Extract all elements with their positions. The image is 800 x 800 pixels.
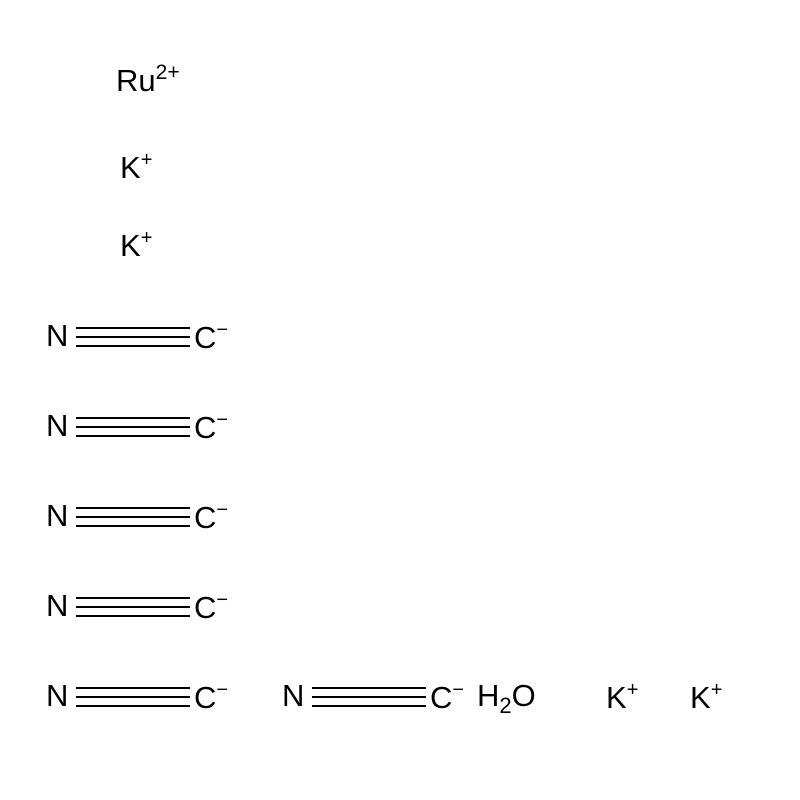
k-symbol: K [120, 150, 141, 185]
o-symbol: O [512, 678, 536, 713]
ru-symbol: Ru [116, 63, 156, 98]
triple-bond-line [76, 525, 190, 527]
triple-bond-line [312, 687, 426, 689]
triple-bond-line [312, 705, 426, 707]
triple-bond-line [76, 336, 190, 338]
triple-bond-line [76, 606, 190, 608]
triple-bond-line [76, 687, 190, 689]
c-symbol: C [194, 320, 216, 355]
triple-bond-line [76, 507, 190, 509]
ru-charge: 2+ [156, 61, 180, 84]
h2-sub: 2 [499, 693, 511, 718]
water: H2O [477, 680, 536, 717]
cn-N: N [46, 680, 68, 711]
triple-bond-line [76, 327, 190, 329]
c-minus: − [452, 679, 464, 701]
cn-C-minus: C− [430, 680, 464, 713]
k-symbol: K [690, 680, 711, 715]
k-plus: + [141, 149, 153, 171]
k-symbol: K [120, 228, 141, 263]
c-symbol: C [194, 500, 216, 535]
c-minus: − [216, 499, 228, 521]
h-symbol: H [477, 678, 499, 713]
k-symbol: K [606, 680, 627, 715]
ion-k-4: K+ [690, 680, 722, 713]
cn-N: N [46, 410, 68, 441]
cn-N: N [46, 590, 68, 621]
c-minus: − [216, 409, 228, 431]
triple-bond-line [312, 696, 426, 698]
c-symbol: C [194, 680, 216, 715]
c-minus: − [216, 319, 228, 341]
ion-k-2: K+ [120, 228, 152, 261]
cn-N: N [282, 680, 304, 711]
c-symbol: C [194, 590, 216, 625]
c-minus: − [216, 589, 228, 611]
chemical-structure-canvas: Ru2+ K+ K+ N C− N C− N C− N C− N C− N [0, 0, 800, 800]
k-plus: + [627, 679, 639, 701]
cn-N: N [46, 320, 68, 351]
cn-C-minus: C− [194, 680, 228, 713]
ion-ru: Ru2+ [116, 62, 180, 96]
triple-bond-line [76, 615, 190, 617]
ion-k-1: K+ [120, 150, 152, 183]
triple-bond-line [76, 345, 190, 347]
cn-N: N [46, 500, 68, 531]
k-plus: + [711, 679, 723, 701]
c-symbol: C [430, 680, 452, 715]
cn-C-minus: C− [194, 590, 228, 623]
cn-C-minus: C− [194, 320, 228, 353]
triple-bond-line [76, 435, 190, 437]
cn-C-minus: C− [194, 500, 228, 533]
cn-C-minus: C− [194, 410, 228, 443]
triple-bond-line [76, 696, 190, 698]
c-minus: − [216, 679, 228, 701]
triple-bond-line [76, 705, 190, 707]
triple-bond-line [76, 516, 190, 518]
triple-bond-line [76, 597, 190, 599]
c-symbol: C [194, 410, 216, 445]
triple-bond-line [76, 417, 190, 419]
triple-bond-line [76, 426, 190, 428]
ion-k-3: K+ [606, 680, 638, 713]
k-plus: + [141, 227, 153, 249]
